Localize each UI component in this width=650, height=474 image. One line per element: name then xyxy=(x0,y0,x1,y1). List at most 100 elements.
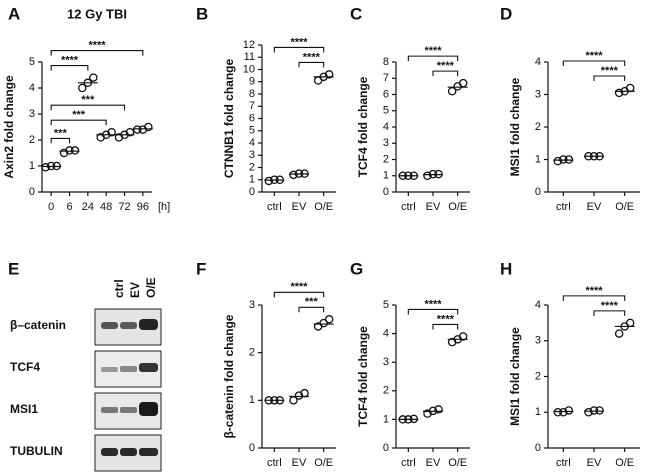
data-point xyxy=(564,155,574,164)
y-axis-label: TCF4 fold change xyxy=(356,326,370,427)
significance-label: **** xyxy=(424,45,442,57)
y-tick-label: 9 xyxy=(249,76,255,88)
x-tick-label: 0 xyxy=(48,201,54,213)
y-tick-label: 5 xyxy=(249,125,255,137)
y-tick-label: 2 xyxy=(535,370,541,382)
data-point xyxy=(564,406,574,415)
significance-bracket xyxy=(298,306,325,313)
significance-label: **** xyxy=(585,285,603,297)
significance-bracket xyxy=(50,119,107,126)
data-point xyxy=(264,176,274,186)
y-tick-label: 3 xyxy=(535,88,541,100)
significance-label: **** xyxy=(601,300,619,312)
x-tick-label: EV xyxy=(426,201,441,213)
x-axis-label: [h] xyxy=(158,201,170,213)
y-tick-label: 10 xyxy=(243,63,255,75)
y-tick-label: 3 xyxy=(29,108,35,120)
panel-letter: E xyxy=(8,259,19,278)
band xyxy=(139,448,158,456)
data-point xyxy=(70,146,80,155)
significance-label: **** xyxy=(88,40,106,52)
band xyxy=(101,367,118,372)
x-tick-label: EV xyxy=(587,201,602,213)
significance-bracket xyxy=(407,308,459,315)
y-tick-label: 4 xyxy=(249,137,255,149)
y-tick-label: 1 xyxy=(383,170,389,182)
y-tick-label: 0 xyxy=(383,442,389,454)
significance-label: **** xyxy=(290,36,308,48)
y-tick-label: 1 xyxy=(535,153,541,165)
significance-label: **** xyxy=(601,65,619,77)
data-point xyxy=(319,318,328,328)
chart-title: 12 Gy TBI xyxy=(67,6,127,21)
data-point xyxy=(125,127,135,137)
row-label: β–catenin xyxy=(10,318,66,332)
data-point xyxy=(614,329,624,338)
panel-letter: D xyxy=(500,4,512,23)
y-tick-label: 1 xyxy=(535,406,541,418)
y-axis-label: Axin2 fold change xyxy=(2,75,16,179)
x-tick-label: ctrl xyxy=(556,457,571,469)
band xyxy=(139,319,158,330)
lane-label: EV xyxy=(128,282,142,298)
significance-label: **** xyxy=(437,313,455,325)
y-axis-label: TCF4 fold change xyxy=(356,76,370,177)
significance-label: **** xyxy=(303,51,321,63)
significance-bracket xyxy=(273,46,325,53)
y-tick-label: 4 xyxy=(383,328,389,340)
panel-letter: G xyxy=(350,259,363,278)
row-label: MSI1 xyxy=(10,402,38,416)
y-tick-label: 1 xyxy=(249,174,255,186)
significance-bracket xyxy=(298,61,325,68)
x-tick-label: O/E xyxy=(314,457,333,469)
x-tick-label: 6 xyxy=(66,201,72,213)
chart-panel: C 0 1 2 3 4 5 6 7 8 TCF4 fold change ctrl EV O/E **** *… xyxy=(350,4,470,213)
y-tick-label: 0 xyxy=(535,442,541,454)
chart-panel: G 0 1 2 3 4 5 TCF4 fold change ctrl EV O/E **** **** xyxy=(350,259,470,469)
y-tick-label: 3 xyxy=(535,335,541,347)
y-tick-label: 3 xyxy=(383,137,389,149)
y-tick-label: 7 xyxy=(249,100,255,112)
panel-letter: F xyxy=(196,259,206,278)
y-tick-label: 6 xyxy=(249,112,255,124)
x-tick-label: ctrl xyxy=(267,457,282,469)
significance-bracket xyxy=(273,291,325,298)
x-tick-label: EV xyxy=(292,457,307,469)
significance-bracket xyxy=(407,55,459,62)
y-tick-label: 4 xyxy=(535,56,541,68)
panel-letter: H xyxy=(500,259,512,278)
significance-bracket xyxy=(50,50,144,56)
data-point xyxy=(107,127,116,137)
chart-panel: H 0 1 2 3 4 MSI1 fold change ctrl EV O/E **** **** xyxy=(500,259,640,469)
significance-label: **** xyxy=(437,60,455,72)
x-tick-label: 48 xyxy=(100,201,112,213)
data-point xyxy=(559,407,568,417)
significance-label: *** xyxy=(305,296,319,308)
y-tick-label: 1 xyxy=(383,413,389,425)
band xyxy=(139,363,158,372)
y-tick-label: 2 xyxy=(383,153,389,165)
lane-label: O/E xyxy=(144,277,158,298)
significance-label: *** xyxy=(54,127,68,139)
x-tick-label: O/E xyxy=(615,201,634,213)
y-tick-label: 8 xyxy=(249,88,255,100)
y-tick-label: 12 xyxy=(243,39,255,51)
x-tick-label: ctrl xyxy=(556,201,571,213)
x-tick-label: EV xyxy=(587,457,602,469)
x-tick-label: EV xyxy=(292,201,307,213)
data-point xyxy=(434,405,443,414)
panel-letter: B xyxy=(196,4,208,23)
y-axis-label: β-catenin fold change xyxy=(222,314,236,438)
x-tick-label: O/E xyxy=(448,201,467,213)
significance-bracket xyxy=(432,323,459,330)
significance-label: **** xyxy=(61,55,79,67)
data-point xyxy=(144,122,153,132)
x-tick-label: 72 xyxy=(118,201,130,213)
data-point xyxy=(458,332,468,341)
data-point xyxy=(324,70,334,79)
row-label: TCF4 xyxy=(10,360,40,374)
y-tick-label: 0 xyxy=(29,186,35,198)
y-tick-label: 0 xyxy=(383,186,389,198)
y-tick-label: 5 xyxy=(383,105,389,117)
data-point xyxy=(41,163,50,172)
